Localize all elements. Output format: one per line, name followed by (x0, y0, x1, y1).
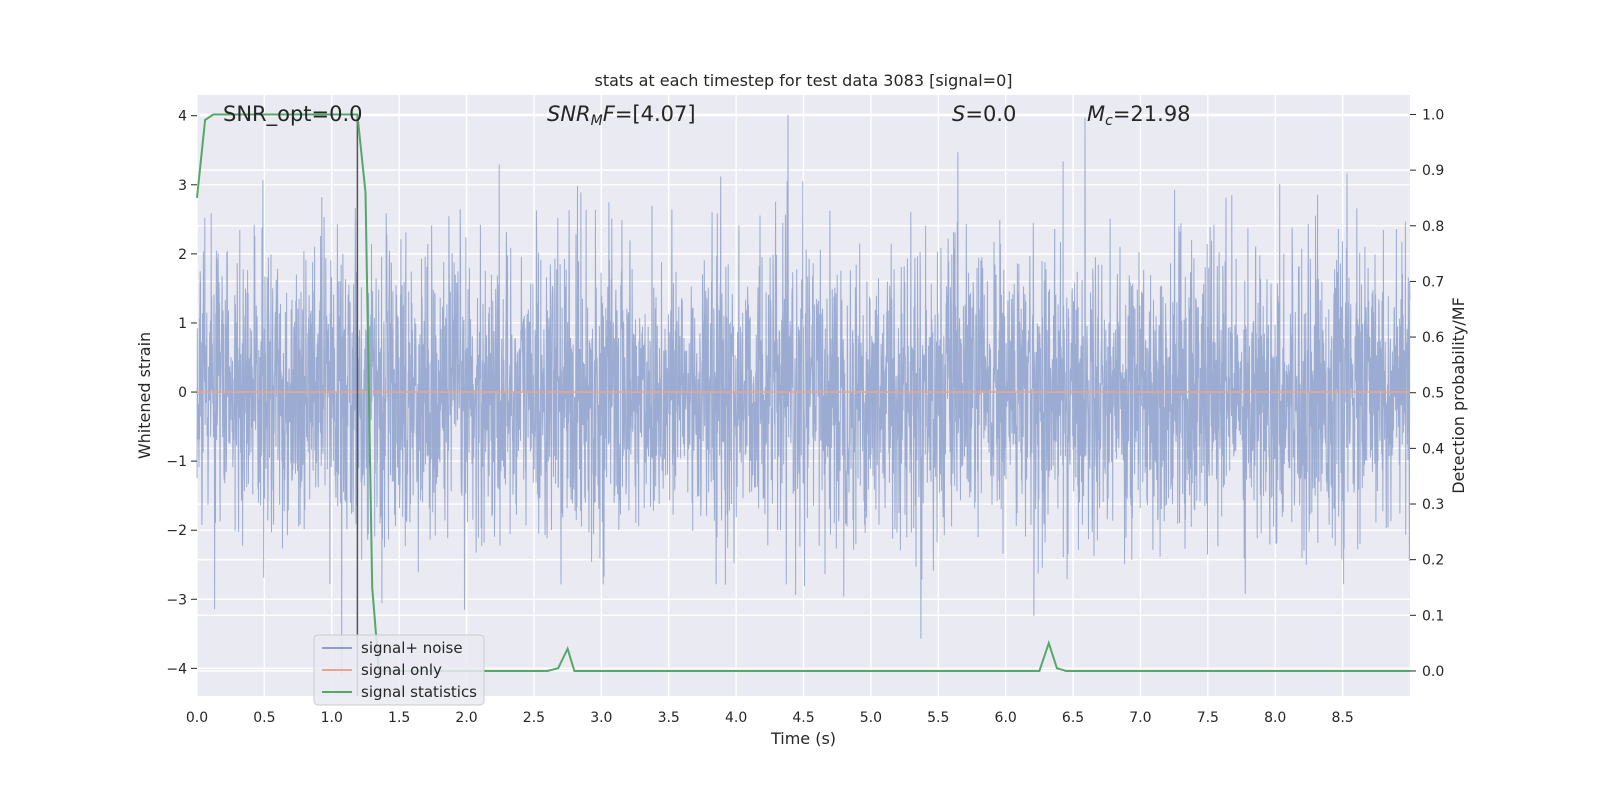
y-right-tick-label: 0.6 (1422, 330, 1444, 346)
annotation-mc: Mc=21.98 (1087, 102, 1191, 129)
annotation-snr-opt: SNR_opt=0.0 (223, 102, 363, 127)
x-tick-label: 3.0 (590, 710, 612, 726)
x-tick-label: 0.5 (253, 710, 275, 726)
annotation-mc-sub: c (1105, 113, 1113, 129)
x-tick-label: 0.0 (186, 710, 208, 726)
x-tick-label: 4.5 (792, 710, 814, 726)
y-right-tick-label: 0.5 (1422, 386, 1444, 402)
y-right-tick-label: 0.1 (1422, 608, 1444, 624)
y-right-axis-ticks: 0.0 0.1 0.2 0.3 0.4 0.5 0.6 0.7 0.8 0.9 1.0 (1410, 107, 1444, 680)
x-tick-label: 1.5 (388, 710, 410, 726)
y-left-tick-label: 1 (178, 316, 187, 332)
annotation-snr-mf-tail: F (603, 102, 616, 126)
annotation-snr-mf: SNRMF=[4.07] (547, 102, 696, 129)
annotation-snr-mf-value: =[4.07] (615, 102, 696, 126)
y-right-tick-label: 1.0 (1422, 107, 1444, 123)
y-left-tick-label: −4 (166, 661, 187, 677)
signal-noise-trace (196, 114, 1411, 676)
y-left-axis-ticks: −4 −3 −2 −1 0 1 2 3 4 (166, 109, 197, 677)
x-tick-label: 7.0 (1129, 710, 1151, 726)
legend-label: signal+ noise (361, 639, 463, 657)
y-right-tick-label: 0.8 (1422, 219, 1444, 235)
annotation-snr-mf-main: SNR (547, 102, 591, 126)
x-tick-label: 5.0 (860, 710, 882, 726)
y-left-tick-label: 3 (178, 178, 187, 194)
x-tick-label: 4.0 (725, 710, 747, 726)
y-right-axis-label: Detection probability/MF (1449, 297, 1468, 494)
y-right-tick-label: 0.9 (1422, 163, 1444, 179)
legend-box (313, 634, 485, 706)
y-left-tick-label: −1 (166, 454, 187, 470)
y-right-tick-label: 0.4 (1422, 441, 1444, 457)
annotation-snr-mf-sub: M (591, 113, 603, 129)
series-signal-noise (196, 114, 1411, 676)
x-tick-label: 6.5 (1062, 710, 1084, 726)
annotation-mc-value: =21.98 (1113, 102, 1191, 126)
y-left-axis-label: Whitened strain (135, 332, 154, 459)
y-right-tick-label: 0.2 (1422, 553, 1444, 569)
annotation-s-label: S (952, 102, 965, 126)
y-left-tick-label: 0 (178, 385, 187, 401)
annotation-mc-label: M (1087, 102, 1105, 126)
x-tick-label: 8.5 (1331, 710, 1353, 726)
legend-label: signal statistics (361, 683, 477, 701)
x-tick-label: 1.0 (321, 710, 343, 726)
y-right-tick-label: 0.7 (1422, 274, 1444, 290)
annotation-s: S=0.0 (952, 102, 1016, 126)
x-tick-label: 8.0 (1264, 710, 1286, 726)
x-tick-label: 2.5 (523, 710, 545, 726)
legend-label: signal only (361, 661, 442, 679)
y-left-tick-label: 4 (178, 109, 187, 125)
legend: signal+ noise signal only signal statistic… (313, 634, 485, 706)
y-left-tick-label: −3 (166, 592, 187, 608)
annotation-s-value: =0.0 (965, 102, 1016, 126)
y-left-tick-label: 2 (178, 247, 187, 263)
series-signal-statistics-line (196, 113, 1410, 672)
x-axis-label: Time (s) (770, 729, 836, 748)
x-tick-label: 6.0 (995, 710, 1017, 726)
x-tick-label: 3.5 (658, 710, 680, 726)
y-right-tick-label: 0.0 (1422, 664, 1444, 680)
y-left-tick-label: −2 (166, 523, 187, 539)
x-tick-label: 2.0 (455, 710, 477, 726)
x-tick-label: 7.5 (1197, 710, 1219, 726)
chart-title: stats at each timestep for test data 308… (594, 71, 1012, 90)
x-axis-ticks: 0.0 0.5 1.0 1.5 2.0 2.5 3.0 3.5 4.0 4.5 5.0 5.5 6.0 6… (186, 710, 1354, 726)
x-tick-label: 5.5 (927, 710, 949, 726)
y-right-tick-label: 0.3 (1422, 497, 1444, 513)
